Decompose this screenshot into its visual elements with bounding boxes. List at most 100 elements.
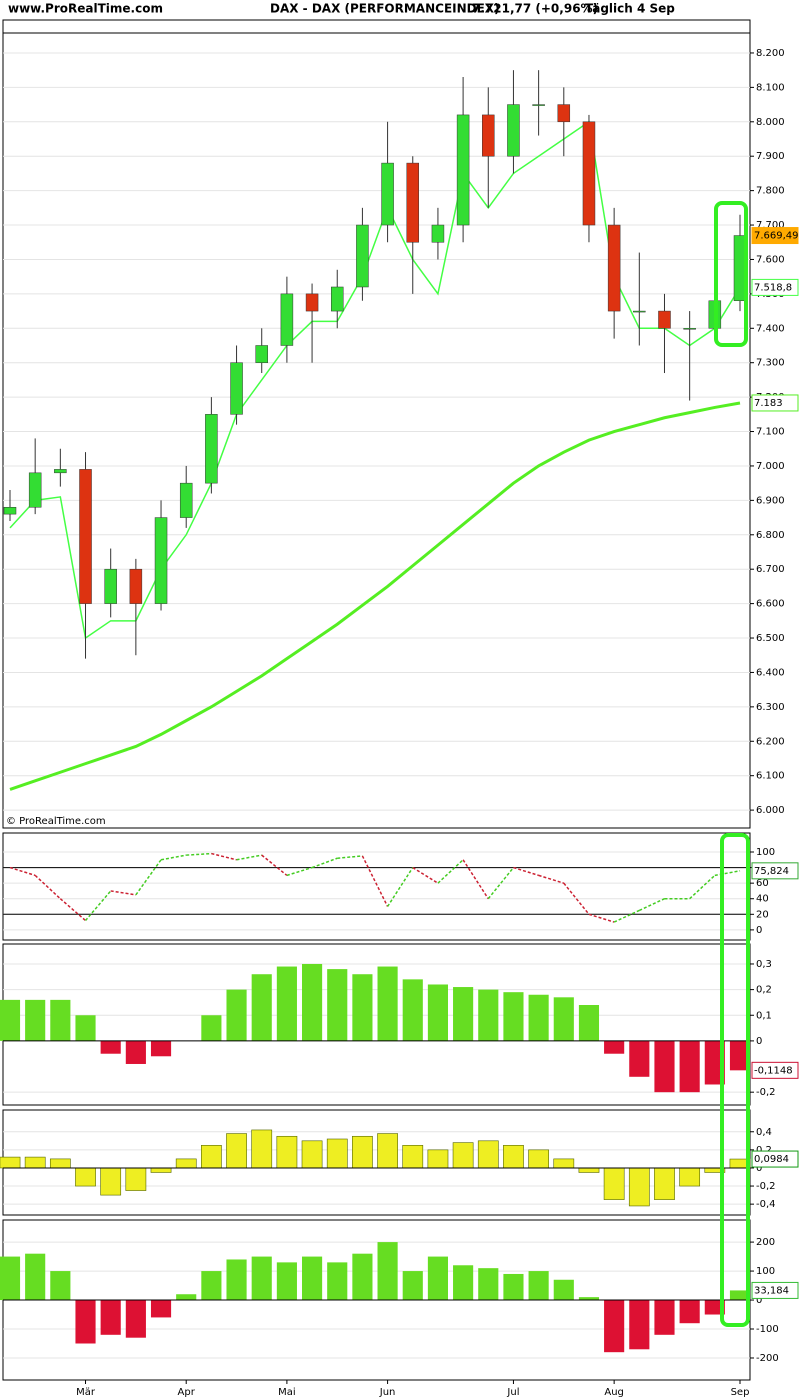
x-tick-label: Jun xyxy=(379,1387,396,1398)
y-tick-label: 0 xyxy=(756,925,762,936)
bar xyxy=(704,1300,725,1315)
bar xyxy=(654,1040,675,1093)
y-tick-label: 8.200 xyxy=(756,48,785,59)
bar xyxy=(478,1268,499,1301)
y-tick-label: -0,2 xyxy=(756,1087,776,1098)
candle-body xyxy=(54,469,67,474)
dashed-segment xyxy=(236,854,262,861)
bar xyxy=(477,1140,499,1169)
bar xyxy=(201,1145,222,1169)
dashed-segment xyxy=(563,882,590,915)
bar xyxy=(276,1135,298,1169)
candle-body xyxy=(557,104,571,123)
bar xyxy=(125,1300,146,1338)
y-tick-label: 100 xyxy=(756,847,775,858)
bar xyxy=(603,1167,625,1200)
bar xyxy=(402,979,423,1041)
y-tick-label: 6.700 xyxy=(756,564,785,575)
indicator-line xyxy=(9,401,741,791)
value-label: 33,184 xyxy=(754,1285,789,1296)
y-tick-label: 0,1 xyxy=(756,1010,772,1021)
value-box xyxy=(751,1281,799,1299)
candle-body xyxy=(456,114,470,226)
y-tick-label: 40 xyxy=(756,894,769,905)
bar xyxy=(150,1040,172,1057)
bar xyxy=(729,1290,751,1301)
bar xyxy=(0,1156,21,1169)
value-box xyxy=(751,1150,799,1168)
dashed-segment xyxy=(386,867,414,907)
value-box xyxy=(751,227,799,245)
candle-body xyxy=(607,224,621,312)
y-tick-label: 6.600 xyxy=(756,599,785,610)
bar xyxy=(201,1015,222,1041)
dashed-segment xyxy=(9,866,36,877)
y-tick-label: -200 xyxy=(756,1353,779,1364)
y-tick-label: 60 xyxy=(756,878,769,889)
bar xyxy=(49,1158,71,1169)
candle-body xyxy=(154,517,168,604)
y-tick-label: 6.100 xyxy=(756,771,785,782)
bar xyxy=(453,1265,474,1301)
y-tick-label: 7.800 xyxy=(756,186,785,197)
candle-body xyxy=(280,293,294,346)
bar xyxy=(75,1300,96,1344)
value-box xyxy=(751,394,799,412)
bar xyxy=(528,1149,549,1169)
value-box xyxy=(751,862,799,880)
bar xyxy=(377,966,398,1041)
bar xyxy=(729,1040,751,1071)
site: www.ProRealTime.com xyxy=(8,2,163,16)
bar xyxy=(352,1135,373,1169)
candle-body xyxy=(658,310,671,329)
y-tick-label: 0 xyxy=(756,1036,762,1047)
candle-body xyxy=(104,568,117,604)
bar xyxy=(125,1167,147,1191)
value-label: 7.669,49 xyxy=(754,231,799,242)
value-label: 0,0984 xyxy=(754,1154,789,1165)
bar xyxy=(503,992,524,1041)
x-tick-label: Sep xyxy=(731,1387,750,1398)
candle-body xyxy=(532,104,545,106)
bar xyxy=(125,1040,146,1064)
bar xyxy=(150,1167,172,1173)
value-label: -0,1148 xyxy=(754,1065,793,1076)
bar xyxy=(100,1300,121,1335)
candle-body xyxy=(381,162,394,226)
y-tick-label: 200 xyxy=(756,1237,775,1248)
bar xyxy=(175,1158,197,1169)
bar xyxy=(654,1167,675,1200)
bar xyxy=(377,1242,398,1301)
bar xyxy=(604,1300,625,1353)
dashed-segment xyxy=(337,855,363,859)
bar xyxy=(25,999,46,1041)
value-label: 7.183 xyxy=(754,398,783,409)
candle-body xyxy=(28,472,42,508)
bar xyxy=(327,969,348,1041)
bar xyxy=(176,1294,197,1301)
candle-body xyxy=(129,568,143,604)
candle-body xyxy=(330,286,344,312)
y-tick-label: 0 xyxy=(756,1163,762,1174)
dashed-segment xyxy=(110,890,136,896)
bar xyxy=(452,1142,474,1169)
x-tick-label: Aug xyxy=(604,1387,624,1398)
bar xyxy=(553,1158,575,1169)
bar xyxy=(150,1300,172,1318)
dashed-segment xyxy=(261,854,288,876)
bar xyxy=(578,1005,600,1041)
bar xyxy=(528,1271,549,1301)
candle-body xyxy=(633,310,646,313)
bar xyxy=(0,1256,21,1301)
bar xyxy=(528,994,549,1041)
y-tick-label: 0 xyxy=(756,1295,762,1306)
bar xyxy=(251,1129,273,1169)
bar xyxy=(276,966,297,1041)
dashed-segment xyxy=(487,867,515,900)
x-tick-label: Mär xyxy=(76,1387,96,1398)
dashed-segment xyxy=(34,874,61,900)
bar xyxy=(604,1040,625,1054)
bar xyxy=(679,1040,700,1093)
bar xyxy=(629,1040,650,1077)
